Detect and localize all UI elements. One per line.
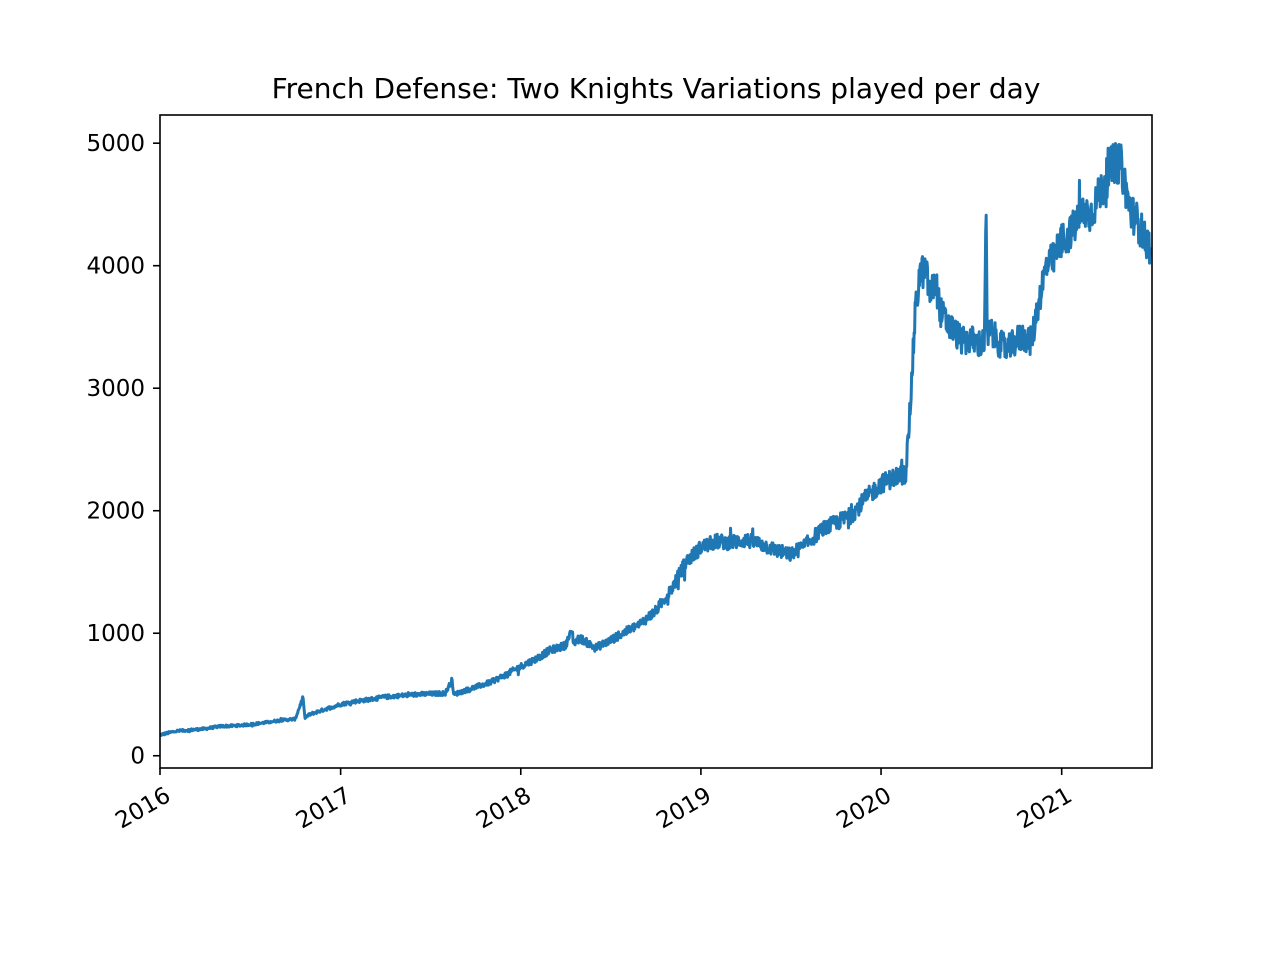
series-line	[158, 141, 1153, 737]
y-tick-label: 0	[130, 744, 145, 770]
y-tick-label: 2000	[86, 499, 145, 525]
chart-title: French Defense: Two Knights Variations p…	[272, 72, 1041, 105]
plot-frame	[159, 114, 1153, 769]
plot-area	[158, 114, 1153, 769]
y-tick-label: 3000	[86, 376, 145, 402]
y-tick-label: 5000	[86, 131, 145, 157]
y-axis: 0 1000 2000 3000 4000 5000	[86, 131, 160, 770]
y-tick-label: 4000	[86, 254, 145, 280]
y-tick-label: 1000	[86, 621, 145, 647]
